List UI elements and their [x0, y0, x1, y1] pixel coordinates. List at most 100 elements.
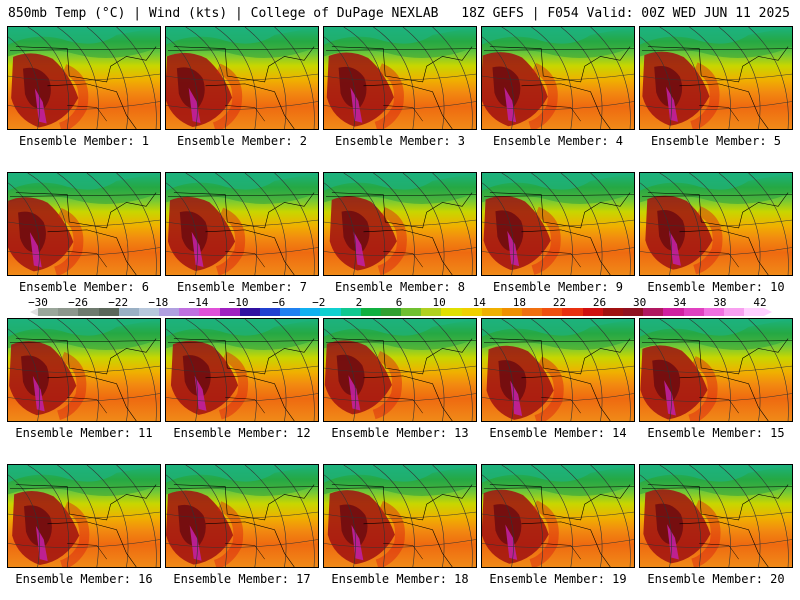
ensemble-member-label: Ensemble Member: 4 — [492, 134, 624, 148]
colorbar-segment — [38, 308, 59, 316]
ensemble-panel — [165, 464, 319, 568]
colorbar-segment — [703, 308, 724, 316]
colorbar-segment — [501, 308, 523, 316]
colorbar-tick-label: 6 — [395, 296, 403, 309]
ensemble-member-label: Ensemble Member: 3 — [334, 134, 466, 148]
colorbar-tick-label: −26 — [68, 296, 89, 309]
header-title-left: 850mb Temp (°C) | Wind (kts) | College o… — [8, 6, 439, 21]
colorbar-segment — [602, 308, 623, 316]
colorbar-segment — [138, 308, 160, 316]
ensemble-panel — [165, 318, 319, 422]
temperature-map — [482, 465, 634, 567]
colorbar-segment — [98, 308, 119, 316]
colorbar-segment — [78, 308, 99, 316]
temperature-map — [324, 465, 476, 567]
colorbar-tick-label: −22 — [108, 296, 129, 309]
temperature-map — [166, 27, 318, 129]
colorbar-tick-label: −10 — [228, 296, 249, 309]
temperature-map — [8, 173, 160, 275]
temperature-map — [8, 465, 160, 567]
ensemble-panel — [165, 26, 319, 130]
header-title-right: 18Z GEFS | F054 Valid: 00Z WED JUN 11 20… — [461, 6, 790, 21]
temperature-map — [324, 173, 476, 275]
colorbar-segment — [622, 308, 644, 316]
colorbar-segment — [340, 308, 361, 316]
colorbar-tick-label: 18 — [512, 296, 526, 309]
ensemble-member-label: Ensemble Member: 16 — [15, 572, 153, 586]
colorbar-tick-label: 10 — [432, 296, 446, 309]
colorbar-arrow-left — [30, 308, 38, 316]
temperature-map — [324, 27, 476, 129]
ensemble-panel — [323, 318, 477, 422]
ensemble-panel — [481, 464, 635, 568]
colorbar-tick-label: 2 — [355, 296, 363, 309]
colorbar-segment — [421, 308, 442, 316]
ensemble-member-label: Ensemble Member: 5 — [650, 134, 782, 148]
ensemble-panel — [639, 172, 793, 276]
ensemble-panel — [323, 464, 477, 568]
colorbar-segment — [179, 308, 200, 316]
colorbar-segment — [582, 308, 603, 316]
ensemble-member-label: Ensemble Member: 9 — [492, 280, 624, 294]
ensemble-panel — [7, 318, 161, 422]
ensemble-member-label: Ensemble Member: 13 — [331, 426, 469, 440]
ensemble-panel — [481, 26, 635, 130]
ensemble-member-label: Ensemble Member: 10 — [647, 280, 785, 294]
temperature-map — [482, 27, 634, 129]
colorbar-segment — [159, 308, 180, 316]
colorbar-segment — [401, 308, 422, 316]
ensemble-panel — [7, 464, 161, 568]
colorbar-tick-label: −14 — [188, 296, 209, 309]
colorbar-segment — [360, 308, 381, 316]
colorbar-segment — [481, 308, 502, 316]
colorbar-segment — [522, 308, 543, 316]
colorbar-segment — [199, 308, 220, 316]
temperature-map — [640, 173, 792, 275]
ensemble-member-label: Ensemble Member: 2 — [176, 134, 308, 148]
ensemble-panel — [7, 26, 161, 130]
ensemble-member-label: Ensemble Member: 11 — [15, 426, 153, 440]
colorbar-tick-label: −30 — [28, 296, 48, 309]
ensemble-member-label: Ensemble Member: 8 — [334, 280, 466, 294]
colorbar-segment — [300, 308, 321, 316]
colorbar-segment — [239, 308, 260, 316]
ensemble-member-label: Ensemble Member: 14 — [489, 426, 627, 440]
ensemble-panel — [323, 26, 477, 130]
colorbar-tick-label: 14 — [472, 296, 486, 309]
ensemble-panel — [639, 26, 793, 130]
colorbar-segment — [58, 308, 79, 316]
temperature-map — [166, 319, 318, 421]
temperature-map — [482, 319, 634, 421]
temperature-map — [8, 319, 160, 421]
colorbar-segment — [643, 308, 664, 316]
colorbar-segment — [280, 308, 301, 316]
colorbar-segment — [259, 308, 281, 316]
temperature-map — [640, 319, 792, 421]
ensemble-panel — [481, 318, 635, 422]
colorbar-segment — [683, 308, 704, 316]
ensemble-member-label: Ensemble Member: 18 — [331, 572, 469, 586]
colorbar-tick-label: 30 — [633, 296, 647, 309]
colorbar-segment — [118, 308, 139, 316]
ensemble-panel — [639, 464, 793, 568]
temperature-map — [166, 465, 318, 567]
ensemble-member-label: Ensemble Member: 17 — [173, 572, 311, 586]
colorbar-segment — [219, 308, 240, 316]
ensemble-member-label: Ensemble Member: 7 — [176, 280, 308, 294]
temperature-map — [166, 173, 318, 275]
ensemble-panel — [323, 172, 477, 276]
colorbar-segment — [663, 308, 684, 316]
ensemble-member-label: Ensemble Member: 12 — [173, 426, 311, 440]
colorbar-segment — [723, 308, 745, 316]
colorbar: −30 −26 −22 −18 −14 −10 −6 −2 2 6 10 14 18 22 26 30 34 38… — [0, 296, 800, 320]
ensemble-member-label: Ensemble Member: 19 — [489, 572, 627, 586]
ensemble-panel — [165, 172, 319, 276]
temperature-map — [324, 319, 476, 421]
colorbar-tick-label: 34 — [673, 296, 687, 309]
ensemble-panel — [7, 172, 161, 276]
ensemble-member-label: Ensemble Member: 15 — [647, 426, 785, 440]
colorbar-arrow-right — [764, 308, 772, 316]
ensemble-member-label: Ensemble Member: 6 — [18, 280, 150, 294]
colorbar-tick-label: 38 — [713, 296, 727, 309]
colorbar-segment — [461, 308, 482, 316]
